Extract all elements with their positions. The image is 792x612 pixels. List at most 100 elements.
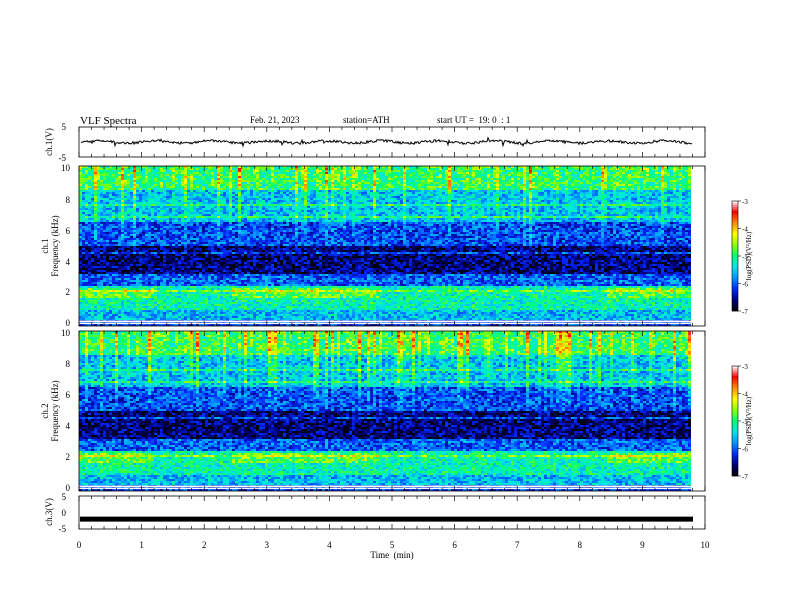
spectrogram-cell bbox=[301, 170, 304, 172]
spectrogram-cell bbox=[430, 172, 433, 174]
spectrogram-cell bbox=[544, 190, 547, 192]
spectrogram-cell bbox=[301, 210, 304, 212]
spectrogram-cell bbox=[112, 172, 115, 174]
spectrogram-cell bbox=[178, 172, 181, 174]
spectrogram-cell bbox=[463, 212, 466, 214]
spectrogram-cell bbox=[229, 182, 232, 184]
spectrogram-cell bbox=[112, 170, 115, 172]
spectrogram-cell bbox=[412, 174, 415, 176]
spectrogram-cell bbox=[97, 196, 100, 198]
spectrogram-cell bbox=[373, 168, 376, 170]
spectrogram-cell bbox=[355, 190, 358, 192]
spectrogram-cell bbox=[505, 178, 508, 180]
spectrogram-cell bbox=[505, 196, 508, 198]
spectrogram-cell bbox=[169, 194, 172, 196]
spectrogram-cell bbox=[346, 188, 349, 190]
spectrogram-cell bbox=[427, 172, 430, 174]
spectrogram-cell bbox=[475, 178, 478, 180]
spectrogram-cell bbox=[361, 178, 364, 180]
spectrogram-cell bbox=[190, 198, 193, 200]
spectrogram-cell bbox=[88, 196, 91, 198]
spectrogram-cell bbox=[250, 178, 253, 180]
spectrogram-cell bbox=[571, 168, 574, 170]
spectrogram-cell bbox=[124, 186, 127, 188]
spectrogram-cell bbox=[190, 186, 193, 188]
spectrogram-cell bbox=[121, 178, 124, 180]
spectrogram-cell bbox=[499, 170, 502, 172]
spectrogram-cell bbox=[448, 198, 451, 200]
spectrogram-cell bbox=[415, 170, 418, 172]
spectrogram-cell bbox=[382, 204, 385, 206]
spectrogram-cell bbox=[583, 198, 586, 200]
spectrogram-cell bbox=[358, 168, 361, 170]
spectrogram-cell bbox=[391, 170, 394, 172]
spectrogram-cell bbox=[646, 206, 649, 208]
spectrogram-cell bbox=[604, 170, 607, 172]
spectrogram-cell bbox=[235, 210, 238, 212]
spectrogram-cell bbox=[280, 192, 283, 194]
spectrogram-cell bbox=[244, 206, 247, 208]
spectrogram-cell bbox=[676, 170, 679, 172]
spectrogram-cell bbox=[205, 170, 208, 172]
spectrogram-cell bbox=[421, 180, 424, 182]
spectrogram-cell bbox=[322, 182, 325, 184]
spectrogram-cell bbox=[82, 196, 85, 198]
spectrogram-cell bbox=[253, 176, 256, 178]
spectrogram-cell bbox=[619, 196, 622, 198]
spectrogram-cell bbox=[676, 184, 679, 186]
spectrogram-cell bbox=[577, 212, 580, 214]
spectrogram-cell bbox=[337, 184, 340, 186]
spectrogram-cell bbox=[544, 198, 547, 200]
spectrogram-cell bbox=[586, 170, 589, 172]
spectrogram-cell bbox=[127, 184, 130, 186]
spectrogram-cell bbox=[523, 190, 526, 192]
spectrogram-cell bbox=[184, 206, 187, 208]
spectrogram-cell bbox=[82, 178, 85, 180]
spectrogram-cell bbox=[262, 204, 265, 206]
spectrogram-cell bbox=[460, 174, 463, 176]
spectrogram-cell bbox=[373, 172, 376, 174]
spectrogram-cell bbox=[79, 200, 82, 202]
spectrogram-cell bbox=[559, 180, 562, 182]
spectrogram-cell bbox=[601, 196, 604, 198]
spectrogram-cell bbox=[628, 180, 631, 182]
spectrogram-cell bbox=[649, 202, 652, 204]
spectrogram-cell bbox=[640, 180, 643, 182]
spectrogram-cell bbox=[586, 184, 589, 186]
spectrogram-cell bbox=[352, 210, 355, 212]
spectrogram-cell bbox=[589, 176, 592, 178]
spectrogram-cell bbox=[250, 188, 253, 190]
spectrogram-cell bbox=[88, 208, 91, 210]
spectrogram-cell bbox=[241, 176, 244, 178]
spectrogram-cell bbox=[502, 210, 505, 212]
spectrogram-cell bbox=[634, 202, 637, 204]
spectrogram-cell bbox=[226, 182, 229, 184]
spectrogram-cell bbox=[658, 180, 661, 182]
spectrogram-cell bbox=[178, 204, 181, 206]
spectrogram-cell bbox=[529, 212, 532, 214]
spectrogram-cell bbox=[136, 172, 139, 174]
spectrogram-cell bbox=[364, 190, 367, 192]
spectrogram-cell bbox=[568, 190, 571, 192]
spectrogram-cell bbox=[418, 210, 421, 212]
spectrogram-cell bbox=[394, 194, 397, 196]
spectrogram-cell bbox=[400, 168, 403, 170]
spectrogram-cell bbox=[553, 206, 556, 208]
spectrogram-cell bbox=[268, 196, 271, 198]
spectrogram-cell bbox=[295, 168, 298, 170]
spectrogram-cell bbox=[526, 192, 529, 194]
spectrogram-cell bbox=[88, 188, 91, 190]
spectrogram-cell bbox=[325, 200, 328, 202]
spectrogram-cell bbox=[508, 194, 511, 196]
spectrogram-cell bbox=[145, 212, 148, 214]
spectrogram-cell bbox=[475, 170, 478, 172]
spectrogram-cell bbox=[616, 184, 619, 186]
spectrogram-cell bbox=[190, 170, 193, 172]
spectrogram-cell bbox=[100, 200, 103, 202]
spectrogram-cell bbox=[262, 210, 265, 212]
spectrogram-cell bbox=[163, 176, 166, 178]
spectrogram-cell bbox=[406, 202, 409, 204]
spectrogram-cell bbox=[436, 182, 439, 184]
spectrogram-cell bbox=[643, 208, 646, 210]
spectrogram-cell bbox=[640, 188, 643, 190]
